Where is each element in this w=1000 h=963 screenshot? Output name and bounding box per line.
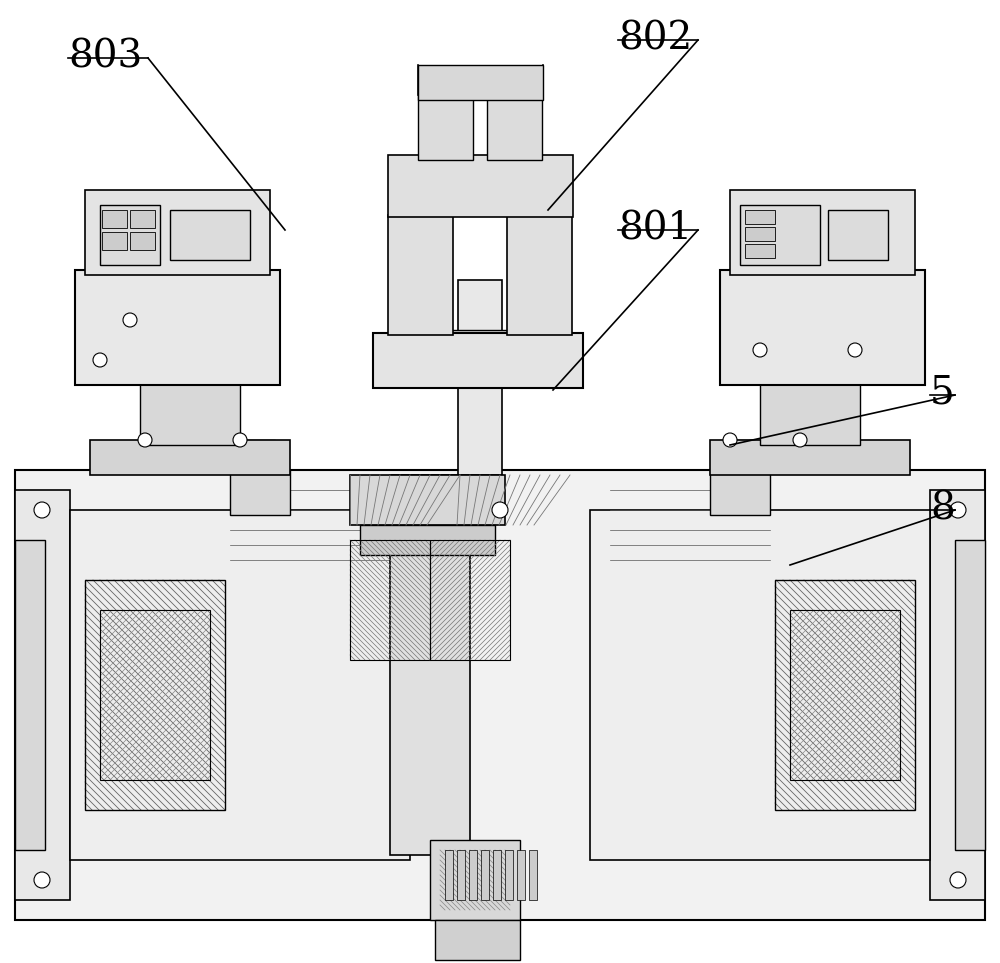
Circle shape: [233, 433, 247, 447]
Bar: [70, 510, 410, 860]
Bar: [730, 190, 915, 275]
Bar: [360, 525, 495, 555]
Circle shape: [34, 502, 50, 518]
Bar: [75, 270, 280, 385]
Circle shape: [138, 433, 152, 447]
Bar: [710, 470, 770, 515]
Bar: [102, 210, 127, 228]
Circle shape: [753, 343, 767, 357]
Bar: [493, 850, 501, 900]
Bar: [790, 610, 900, 780]
Bar: [405, 490, 455, 550]
Bar: [90, 440, 290, 475]
Bar: [590, 510, 930, 860]
Bar: [445, 850, 453, 900]
Bar: [388, 215, 453, 335]
Bar: [100, 205, 160, 265]
Bar: [469, 850, 477, 900]
Bar: [745, 227, 775, 241]
Bar: [760, 380, 860, 445]
Bar: [955, 540, 985, 850]
Bar: [745, 244, 775, 258]
Bar: [140, 380, 240, 445]
Bar: [740, 205, 820, 265]
Circle shape: [723, 433, 737, 447]
Circle shape: [950, 872, 966, 888]
Bar: [350, 540, 430, 660]
Bar: [505, 850, 513, 900]
Bar: [720, 270, 925, 385]
Text: 802: 802: [618, 20, 692, 57]
Bar: [418, 65, 543, 100]
Bar: [435, 920, 520, 960]
Bar: [350, 475, 505, 525]
Bar: [448, 330, 512, 360]
Bar: [85, 190, 270, 275]
Bar: [517, 850, 525, 900]
Text: 801: 801: [618, 210, 692, 247]
Bar: [710, 440, 910, 475]
Circle shape: [93, 353, 107, 367]
Bar: [373, 333, 583, 388]
Bar: [828, 210, 888, 260]
Bar: [529, 850, 537, 900]
Bar: [15, 490, 70, 900]
Text: 803: 803: [68, 38, 142, 75]
Circle shape: [492, 502, 508, 518]
Bar: [457, 850, 465, 900]
Bar: [85, 580, 225, 810]
Bar: [745, 210, 775, 224]
Bar: [130, 232, 155, 250]
Bar: [245, 440, 275, 472]
Bar: [481, 850, 489, 900]
Bar: [15, 540, 45, 850]
Text: 5: 5: [930, 375, 955, 412]
Circle shape: [123, 313, 137, 327]
Circle shape: [950, 502, 966, 518]
Circle shape: [848, 343, 862, 357]
Bar: [390, 475, 470, 855]
Bar: [130, 210, 155, 228]
Bar: [102, 232, 127, 250]
Bar: [507, 215, 572, 335]
Bar: [170, 210, 250, 260]
Circle shape: [34, 872, 50, 888]
Bar: [430, 840, 520, 920]
Bar: [487, 95, 542, 160]
Bar: [930, 490, 985, 900]
Bar: [725, 440, 755, 472]
Bar: [100, 610, 210, 780]
Bar: [418, 95, 473, 160]
Bar: [388, 155, 573, 217]
Circle shape: [793, 433, 807, 447]
Bar: [15, 470, 985, 920]
Text: 8: 8: [930, 490, 955, 527]
Bar: [230, 470, 290, 515]
Bar: [458, 280, 502, 475]
Bar: [775, 580, 915, 810]
Bar: [430, 540, 510, 660]
